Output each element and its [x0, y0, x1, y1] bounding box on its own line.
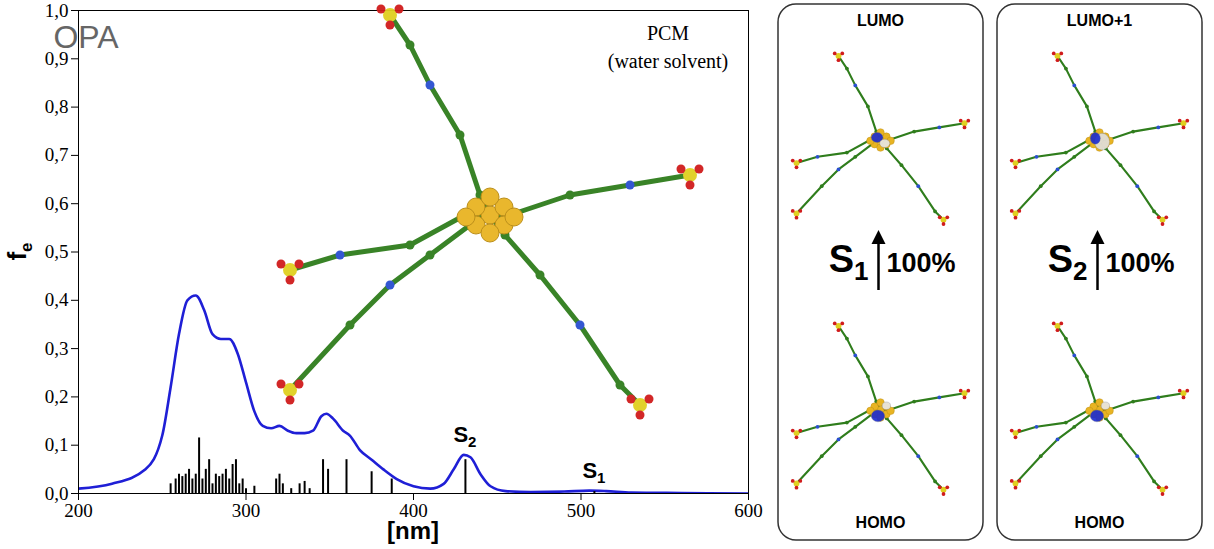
svg-text:S2: S2 — [453, 422, 476, 450]
svg-text:0,9: 0,9 — [44, 47, 69, 69]
svg-text:0,1: 0,1 — [45, 434, 69, 455]
svg-text:[nm]: [nm] — [387, 517, 439, 544]
svg-text:PCM: PCM — [647, 22, 689, 44]
svg-text:0,0: 0,0 — [44, 482, 69, 504]
svg-text:0,3: 0,3 — [45, 338, 69, 359]
svg-text:(water solvent): (water solvent) — [608, 50, 729, 73]
svg-text:0,6: 0,6 — [45, 193, 69, 214]
svg-text:S1: S1 — [829, 238, 869, 286]
svg-text:300: 300 — [232, 500, 261, 521]
svg-text:HOMO: HOMO — [1075, 514, 1125, 531]
svg-text:LUMO+1: LUMO+1 — [1067, 12, 1132, 29]
svg-text:200: 200 — [64, 500, 93, 521]
svg-text:0,7: 0,7 — [45, 144, 69, 165]
svg-text:0,4: 0,4 — [45, 289, 69, 310]
svg-text:100%: 100% — [887, 248, 956, 278]
svg-text:S2: S2 — [1048, 238, 1088, 286]
svg-text:600: 600 — [734, 500, 763, 521]
svg-text:0,2: 0,2 — [45, 386, 69, 407]
svg-text:500: 500 — [567, 500, 596, 521]
svg-text:LUMO: LUMO — [857, 12, 904, 29]
svg-text:100%: 100% — [1106, 248, 1175, 278]
svg-text:S1: S1 — [582, 458, 605, 486]
svg-text:1,0: 1,0 — [45, 0, 69, 21]
svg-text:HOMO: HOMO — [856, 514, 906, 531]
svg-text:fe: fe — [2, 242, 36, 260]
svg-text:0,8: 0,8 — [45, 96, 69, 117]
svg-text:400: 400 — [399, 500, 428, 521]
svg-text:OPA: OPA — [53, 19, 119, 55]
svg-text:0,5: 0,5 — [45, 241, 69, 262]
